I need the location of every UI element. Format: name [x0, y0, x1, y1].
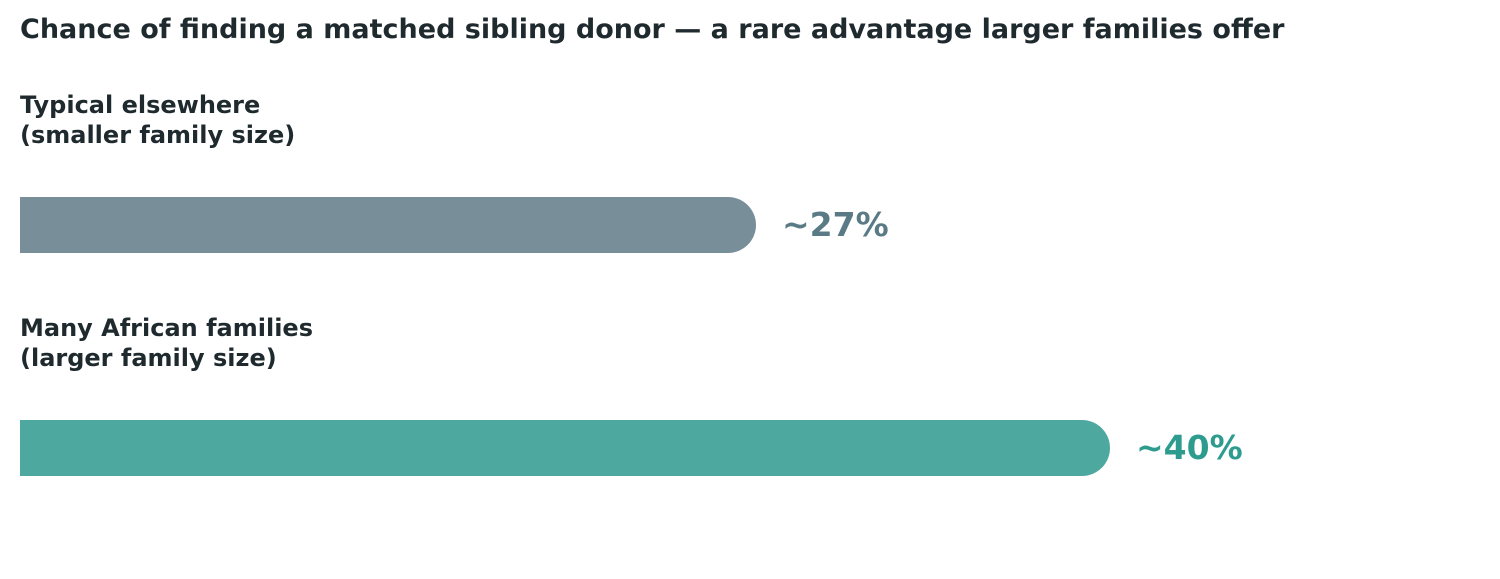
category-label-typical-elsewhere: Typical elsewhere (smaller family size)	[20, 90, 295, 150]
value-label-typical-elsewhere: ~27%	[782, 205, 889, 244]
category-label-line: (larger family size)	[20, 344, 277, 372]
category-label-line: Typical elsewhere	[20, 91, 261, 119]
value-label-many-african-families: ~40%	[1136, 428, 1243, 467]
category-label-line: Many African families	[20, 314, 313, 342]
category-label-line: (smaller family size)	[20, 121, 296, 149]
category-label-many-african-families: Many African families (larger family siz…	[20, 313, 313, 373]
bar-many-african-families	[20, 420, 1110, 476]
chart-title: Chance of finding a matched sibling dono…	[20, 14, 1285, 45]
bar-typical-elsewhere	[20, 197, 756, 253]
